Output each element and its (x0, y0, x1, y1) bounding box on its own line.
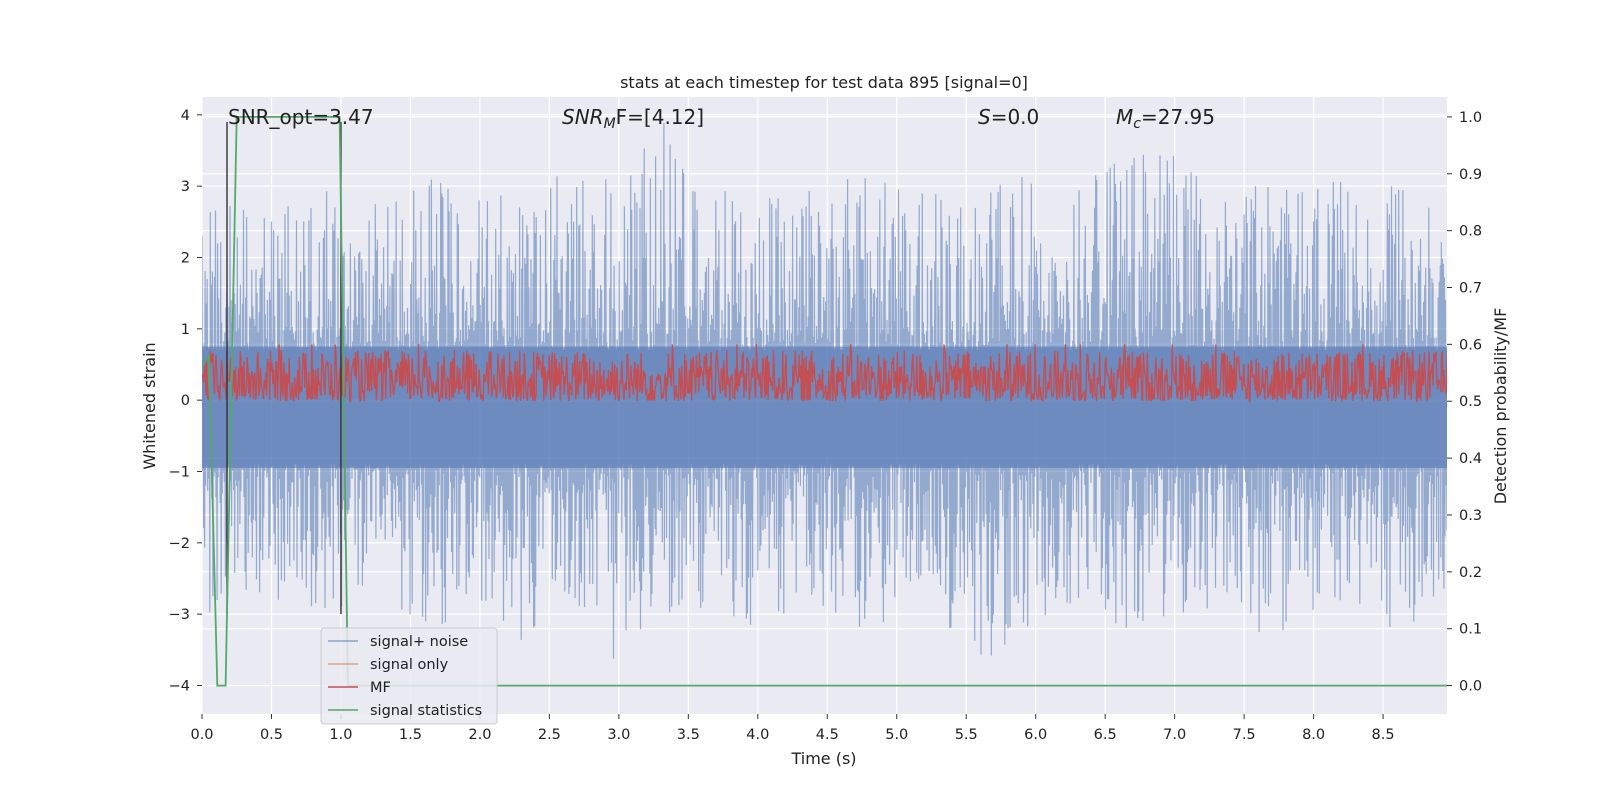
x-tick-label: 4.0 (746, 727, 769, 743)
x-axis-label: Time (s) (790, 749, 856, 768)
y-right-tick-label: 0.6 (1459, 337, 1482, 353)
x-tick-label: 2.5 (538, 727, 561, 743)
y-right-tick-label: 0.4 (1459, 451, 1482, 467)
series-layer (202, 116, 1447, 687)
snr-mf-subscript: M (604, 116, 616, 132)
x-tick-label: 7.5 (1233, 727, 1256, 743)
x-tick-label: 1.0 (329, 727, 352, 743)
x-axis-ticks: 0.0 0.5 1.0 1.5 2.0 2.5 3.0 3.5 4.0 4.5 5.0 5.5 6.0 6… (190, 714, 1395, 743)
x-tick-label: 7.0 (1163, 727, 1186, 743)
annotation-snr-opt: SNR_opt=3.47 (228, 105, 374, 129)
y-axis-right-ticks: 0.0 0.1 0.2 0.3 0.4 0.5 0.6 0.7 0.8 0.9 1.0 (1447, 110, 1482, 695)
legend-label-mf: MF (370, 680, 391, 696)
x-tick-label: 4.5 (816, 727, 839, 743)
y-left-tick-label: −3 (169, 607, 190, 623)
x-tick-label: 1.5 (399, 727, 422, 743)
y-left-tick-label: 0 (181, 393, 190, 409)
x-tick-label: 2.0 (468, 727, 491, 743)
y-right-tick-label: 1.0 (1459, 110, 1482, 126)
x-tick-label: 6.5 (1094, 727, 1117, 743)
y-axis-right-label: Detection probability/MF (1491, 308, 1510, 505)
x-tick-label: 3.0 (607, 727, 630, 743)
annotation-s: S=0.0 (978, 105, 1039, 129)
snr-mf-value: F=[4.12] (616, 105, 704, 129)
y-left-tick-label: 2 (181, 250, 190, 266)
x-tick-label: 0.0 (190, 727, 213, 743)
x-tick-label: 8.5 (1372, 727, 1395, 743)
x-tick-label: 3.5 (677, 727, 700, 743)
annotation-mc: Mc=27.95 (1116, 105, 1215, 132)
y-right-tick-label: 0.7 (1459, 281, 1482, 297)
y-left-tick-label: −2 (169, 536, 190, 552)
s-value: =0.0 (991, 105, 1040, 129)
s-symbol: S (978, 105, 991, 129)
snr-mf-symbol: SNR (562, 105, 604, 129)
y-axis-left-ticks: −4 −3 −2 −1 0 1 2 3 4 (169, 108, 202, 694)
y-left-tick-label: 3 (181, 179, 190, 195)
y-left-tick-label: 4 (181, 108, 190, 124)
y-left-tick-label: 1 (181, 322, 190, 338)
y-right-tick-label: 0.2 (1459, 565, 1482, 581)
legend-box (320, 627, 498, 725)
mc-value: =27.95 (1141, 105, 1215, 129)
y-right-tick-label: 0.8 (1459, 224, 1482, 240)
x-tick-label: 5.5 (955, 727, 978, 743)
y-right-tick-label: 0.1 (1459, 622, 1482, 638)
legend-label-signal-only: signal only (370, 657, 449, 673)
y-right-tick-label: 0.0 (1459, 679, 1482, 695)
x-tick-label: 5.0 (885, 727, 908, 743)
legend-label-signal-noise: signal+ noise (370, 634, 468, 650)
chart-title: stats at each timestep for test data 895… (620, 73, 1028, 92)
legend-label-signal-statistics: signal statistics (370, 703, 482, 719)
legend: signal+ noise signal only MF signal stat… (320, 627, 498, 725)
mc-subscript: c (1133, 116, 1141, 132)
x-tick-label: 6.0 (1024, 727, 1047, 743)
y-right-tick-label: 0.5 (1459, 394, 1482, 410)
annotation-snr-mf: SNRMF=[4.12] (562, 105, 704, 132)
x-tick-label: 8.0 (1302, 727, 1325, 743)
y-axis-left-label: Whitened strain (140, 342, 159, 469)
y-right-tick-label: 0.3 (1459, 508, 1482, 524)
y-left-tick-label: −4 (169, 678, 190, 694)
x-tick-label: 0.5 (260, 727, 283, 743)
y-right-tick-label: 0.9 (1459, 167, 1482, 183)
y-left-tick-label: −1 (169, 464, 190, 480)
mc-symbol: M (1116, 105, 1133, 129)
series-mf (202, 344, 1447, 403)
